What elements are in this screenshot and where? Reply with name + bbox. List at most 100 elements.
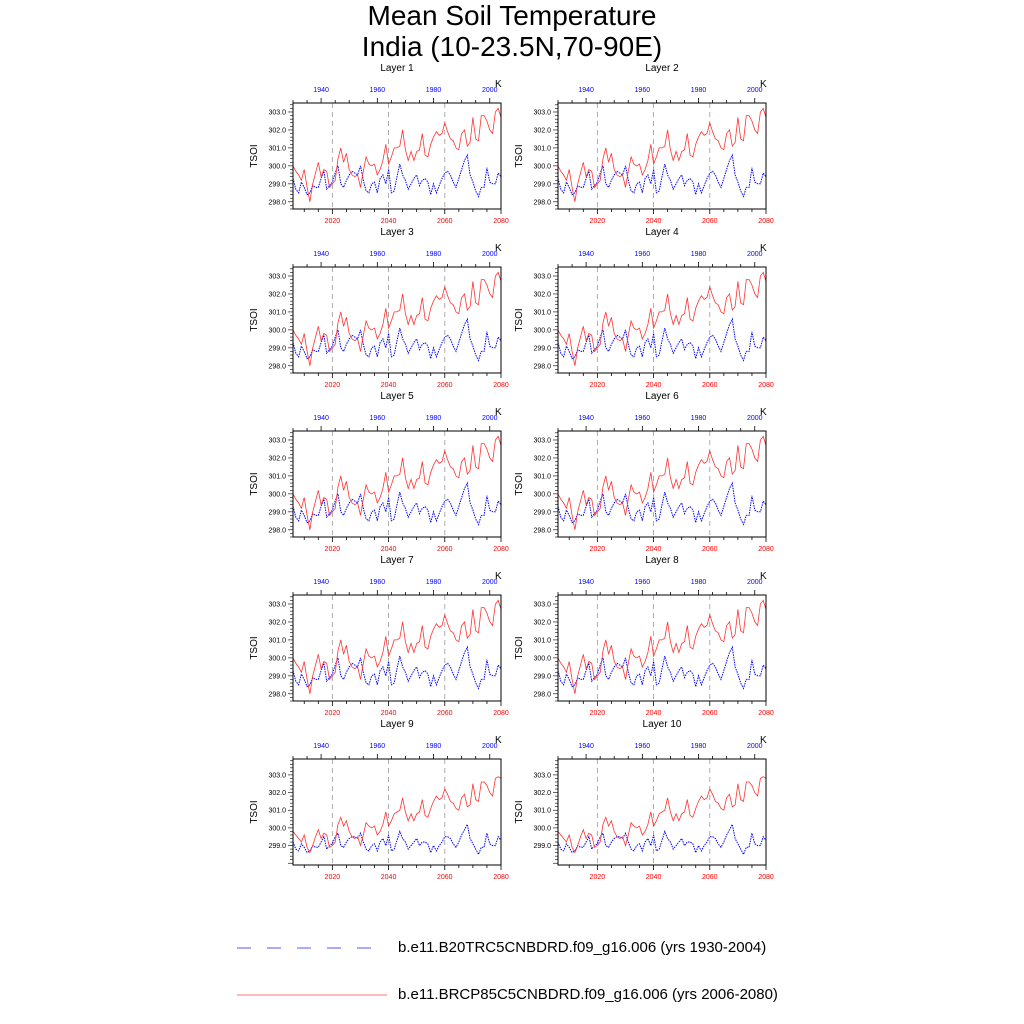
- panel-6: Layer 6 K TSOI 2020 2040 2060 2080 1940 1960 1980…: [514, 391, 774, 553]
- y-tick-label: 302.0: [268, 619, 286, 626]
- x-tick-label-top: 1940: [313, 743, 329, 750]
- y-tick-label: 300.0: [268, 163, 286, 170]
- x-tick-label-bottom: 2080: [493, 218, 509, 225]
- x-tick-label-bottom: 2040: [646, 218, 662, 225]
- plot-frame: [557, 430, 767, 538]
- x-tick-label-bottom: 2040: [646, 710, 662, 717]
- y-tick-label: 299.0: [533, 181, 551, 188]
- y-axis-label: TSOI: [249, 472, 260, 495]
- units-label: K: [760, 407, 767, 418]
- plot-frame: [557, 594, 767, 702]
- y-tick-label: 303.0: [268, 772, 286, 779]
- panel-2: Layer 2 K TSOI 2020 2040 2060 2080 1940 1960 1980…: [514, 63, 774, 225]
- x-tick-label-top: 1980: [426, 415, 442, 422]
- x-tick-label-bottom: 2060: [437, 874, 453, 881]
- x-tick-label-top: 1940: [578, 415, 594, 422]
- x-tick-label-bottom: 2020: [325, 874, 341, 881]
- x-tick-label-top: 1940: [578, 87, 594, 94]
- x-tick-label-top: 1980: [691, 251, 707, 258]
- units-label: K: [760, 79, 767, 90]
- y-tick-label: 299.0: [533, 509, 551, 516]
- legend-label-rcp85: b.e11.BRCP85C5CNBDRD.f09_g16.006 (yrs 20…: [398, 986, 778, 1003]
- y-tick-label: 300.0: [268, 327, 286, 334]
- x-tick-label-bottom: 2020: [325, 382, 341, 389]
- y-axis-label: TSOI: [249, 308, 260, 331]
- x-tick-label-top: 2000: [482, 415, 498, 422]
- plot-frame: [292, 102, 502, 210]
- x-tick-label-top: 2000: [747, 87, 763, 94]
- x-tick-label-top: 1980: [426, 579, 442, 586]
- y-axis-label: TSOI: [514, 472, 525, 495]
- x-tick-label-top: 1980: [426, 251, 442, 258]
- units-label: K: [495, 407, 502, 418]
- series-historical-line: [292, 645, 502, 690]
- panel-7: Layer 7 K TSOI 2020 2040 2060 2080 1940 1960 1980…: [249, 555, 509, 717]
- panel-title: Layer 2: [645, 63, 679, 74]
- x-tick-label-top: 1980: [691, 415, 707, 422]
- y-tick-label: 303.0: [533, 109, 551, 116]
- x-tick-label-top: 1940: [313, 87, 329, 94]
- x-tick-label-bottom: 2060: [437, 710, 453, 717]
- units-label: K: [760, 571, 767, 582]
- figure-title-line-2: India (10-23.5N,70-90E): [361, 31, 663, 62]
- y-tick-label: 301.0: [533, 808, 551, 815]
- x-tick-label-bottom: 2040: [381, 382, 397, 389]
- y-tick-label: 299.0: [268, 673, 286, 680]
- panel-8: Layer 8 K TSOI 2020 2040 2060 2080 1940 1960 1980…: [514, 555, 774, 717]
- y-tick-label: 301.0: [268, 808, 286, 815]
- series-rcp85-line: [292, 107, 502, 202]
- x-tick-label-top: 1980: [691, 579, 707, 586]
- x-tick-label-top: 2000: [482, 251, 498, 258]
- plot-frame: [557, 266, 767, 374]
- x-tick-label-bottom: 2040: [381, 710, 397, 717]
- x-tick-label-bottom: 2080: [758, 218, 774, 225]
- x-tick-label-top: 1940: [578, 251, 594, 258]
- y-tick-label: 299.0: [533, 345, 551, 352]
- y-tick-label: 302.0: [268, 291, 286, 298]
- panel-10: Layer 10 K TSOI 2020 2040 2060 2080 1940 1960 198…: [514, 719, 774, 881]
- x-tick-label-bottom: 2040: [646, 382, 662, 389]
- series-rcp85-line: [557, 107, 767, 202]
- x-tick-label-top: 1980: [691, 743, 707, 750]
- panel-1: Layer 1 K TSOI 2020 2040 2060 2080 1940 1960 1980…: [249, 63, 509, 225]
- y-tick-label: 302.0: [533, 291, 551, 298]
- x-tick-label-top: 1940: [313, 579, 329, 586]
- y-tick-label: 299.0: [268, 181, 286, 188]
- legend-label-historical: b.e11.B20TRC5CNBDRD.f09_g16.006 (yrs 193…: [398, 939, 767, 956]
- series-historical-line: [292, 153, 502, 198]
- x-tick-label-top: 2000: [747, 415, 763, 422]
- units-label: K: [495, 243, 502, 254]
- y-tick-label: 298.0: [268, 527, 286, 534]
- x-tick-label-bottom: 2080: [758, 546, 774, 553]
- x-tick-label-top: 1960: [635, 87, 651, 94]
- panel-title: Layer 3: [380, 227, 414, 238]
- x-tick-label-top: 1960: [370, 415, 386, 422]
- panel-title: Layer 4: [645, 227, 679, 238]
- units-label: K: [760, 735, 767, 746]
- x-tick-label-top: 1980: [426, 743, 442, 750]
- series-historical-line: [557, 153, 767, 198]
- series-rcp85-line: [292, 271, 502, 366]
- panel-9: Layer 9 K TSOI 2020 2040 2060 2080 1940 1960 1980…: [249, 719, 509, 881]
- series-historical-line: [557, 481, 767, 526]
- series-rcp85-line: [292, 599, 502, 694]
- x-tick-label-bottom: 2060: [437, 546, 453, 553]
- panel-title: Layer 6: [645, 391, 679, 402]
- y-axis-label: TSOI: [514, 800, 525, 823]
- y-tick-label: 300.0: [533, 163, 551, 170]
- plot-frame: [557, 102, 767, 210]
- x-tick-label-bottom: 2040: [646, 874, 662, 881]
- x-tick-label-bottom: 2040: [381, 218, 397, 225]
- y-tick-label: 303.0: [268, 109, 286, 116]
- y-tick-label: 300.0: [533, 655, 551, 662]
- y-axis-label: TSOI: [249, 636, 260, 659]
- x-tick-label-top: 1940: [313, 251, 329, 258]
- plot-frame: [557, 758, 767, 866]
- panel-3: Layer 3 K TSOI 2020 2040 2060 2080 1940 1960 1980…: [249, 227, 509, 389]
- series-rcp85-line: [292, 776, 502, 854]
- x-tick-label-top: 2000: [482, 87, 498, 94]
- y-tick-label: 300.0: [533, 825, 551, 832]
- x-tick-label-bottom: 2080: [493, 546, 509, 553]
- x-tick-label-bottom: 2060: [702, 710, 718, 717]
